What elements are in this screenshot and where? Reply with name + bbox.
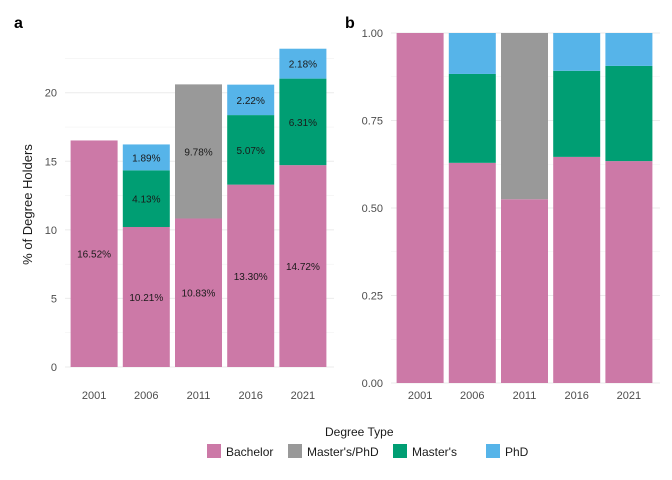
bar-2016-bachelor	[553, 156, 601, 383]
x-tick-label: 2016	[238, 390, 262, 402]
y-tick-label: 1.00	[362, 28, 383, 40]
bar-2016-phd	[553, 33, 601, 71]
bar-2006-master-s	[122, 170, 170, 227]
y-tick-label: 0.00	[362, 378, 383, 390]
bar-2016-master-s	[227, 115, 275, 185]
bar-2021-bachelor	[279, 165, 327, 367]
bars: 16.52% 10.21% 4.13% 1.89% 10.83% 9.78% 13.30% 5…	[70, 48, 327, 367]
legend-swatch-master-s-phd	[288, 444, 302, 458]
panel-a: a 0 5 10 15 20 % of Degree Holders 16.52% 10.21%…	[14, 15, 334, 402]
bar-data-label: 5.07%	[237, 146, 265, 157]
y-tick-label: 0	[51, 362, 57, 374]
x-tick-label: 2006	[134, 390, 158, 402]
bar-2021-phd	[605, 33, 653, 66]
y-tick-label: 20	[45, 88, 57, 100]
legend-swatch-master-s	[393, 444, 407, 458]
bars	[396, 33, 653, 383]
legend-swatch-bachelor	[207, 444, 221, 458]
y-tick-label: 10	[45, 225, 57, 237]
bar-2021-master-s	[605, 65, 653, 162]
bar-2006-phd	[448, 33, 496, 74]
bar-2016-bachelor	[227, 184, 275, 367]
bar-data-label: 14.72%	[286, 262, 320, 273]
bar-2001-bachelor	[70, 140, 118, 367]
bar-data-label: 9.78%	[184, 147, 212, 158]
bar-data-label: 2.22%	[237, 96, 265, 107]
bar-2001-bachelor	[396, 33, 444, 383]
bar-2021-bachelor	[605, 161, 653, 383]
bar-2011-master-s-phd	[501, 33, 548, 200]
bar-2016-master-s	[553, 70, 601, 157]
y-tick-label: 0.50	[362, 203, 383, 215]
y-tick-label: 0.25	[362, 291, 383, 303]
bar-2011-master-s-phd	[175, 84, 222, 219]
legend-label: PhD	[505, 445, 529, 459]
bar-data-label: 13.30%	[234, 272, 268, 283]
bar-2011-bachelor	[175, 218, 222, 367]
x-tick-label: 2001	[408, 390, 432, 402]
legend-label: Master's	[412, 445, 457, 459]
legend-label: Master's/PhD	[307, 445, 379, 459]
bar-data-label: 2.18%	[289, 60, 317, 71]
bar-2006-bachelor	[448, 162, 496, 383]
bar-2021-master-s	[279, 78, 327, 166]
x-tick-label: 2011	[187, 390, 211, 402]
bar-2011-bachelor	[501, 199, 548, 383]
bar-data-label: 10.83%	[182, 289, 216, 300]
y-axis-title: % of Degree Holders	[20, 144, 35, 265]
legend-label: Bachelor	[226, 445, 273, 459]
bar-data-label: 1.89%	[132, 153, 160, 164]
x-tick-label: 2021	[291, 390, 315, 402]
legend-swatch-phd	[486, 444, 500, 458]
x-tick-label: 2021	[617, 390, 641, 402]
bar-2021-phd	[279, 48, 327, 79]
y-tick-label: 0.75	[362, 116, 383, 128]
legend-title: Degree Type	[325, 425, 394, 439]
x-tick-label: 2006	[460, 390, 484, 402]
y-tick-label: 15	[45, 156, 57, 168]
panel-b-letter: b	[345, 15, 355, 32]
x-tick-label: 2016	[564, 390, 588, 402]
bar-2006-phd	[122, 144, 170, 171]
x-tick-label: 2011	[513, 390, 537, 402]
bar-data-label: 16.52%	[77, 250, 111, 261]
bar-data-label: 10.21%	[129, 293, 163, 304]
y-tick-label: 5	[51, 293, 57, 305]
panel-b: b 0.00 0.25 0.50 0.75 1.00 2001 2006 2011 2016 202…	[345, 15, 660, 402]
legend: Degree Type Bachelor Master's/PhD Master's P…	[207, 425, 529, 459]
bar-data-label: 4.13%	[132, 195, 160, 206]
bar-2006-master-s	[448, 73, 496, 163]
panel-a-letter: a	[14, 15, 23, 32]
bar-data-label: 6.31%	[289, 118, 317, 129]
bar-2006-bachelor	[122, 226, 170, 367]
bar-2016-phd	[227, 84, 275, 116]
x-tick-label: 2001	[82, 390, 106, 402]
